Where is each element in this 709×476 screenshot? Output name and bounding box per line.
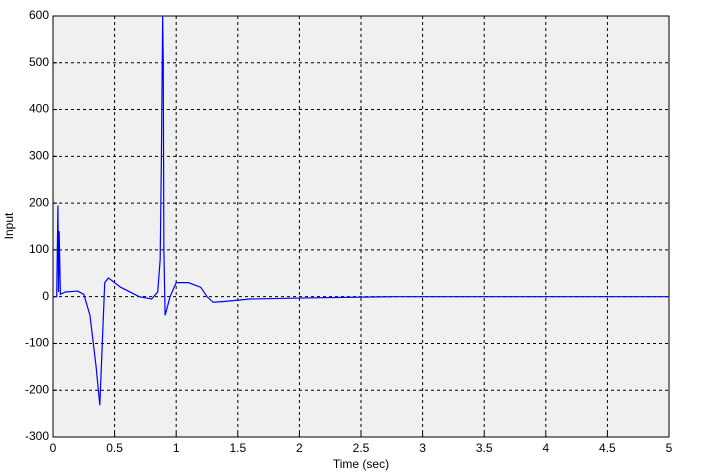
x-tick-label: 4 — [542, 441, 549, 455]
data-line — [53, 15, 669, 406]
y-tick-label: 600 — [29, 8, 49, 22]
x-axis-label: Time (sec) — [333, 457, 389, 471]
y-tick-label: -100 — [25, 336, 49, 350]
x-tick-label: 0.5 — [106, 441, 123, 455]
y-axis-label: Input — [2, 212, 16, 239]
x-tick-label: 1.5 — [229, 441, 246, 455]
y-tick-label: 500 — [29, 55, 49, 69]
x-tick-label: 5 — [666, 441, 673, 455]
y-tick-label: 0 — [42, 289, 49, 303]
x-tick-label: 1 — [173, 441, 180, 455]
y-tick-label: -200 — [25, 382, 49, 396]
x-tick-label: 2.5 — [353, 441, 370, 455]
y-tick-label: 400 — [29, 102, 49, 116]
y-tick-label: -300 — [25, 429, 49, 443]
x-tick-label: 3 — [419, 441, 426, 455]
y-tick-label: 300 — [29, 149, 49, 163]
y-tick-label: 200 — [29, 195, 49, 209]
x-tick-label: 4.5 — [599, 441, 616, 455]
x-tick-label: 2 — [296, 441, 303, 455]
x-tick-label: 0 — [50, 441, 57, 455]
y-tick-label: 100 — [29, 242, 49, 256]
x-tick-label: 3.5 — [476, 441, 493, 455]
